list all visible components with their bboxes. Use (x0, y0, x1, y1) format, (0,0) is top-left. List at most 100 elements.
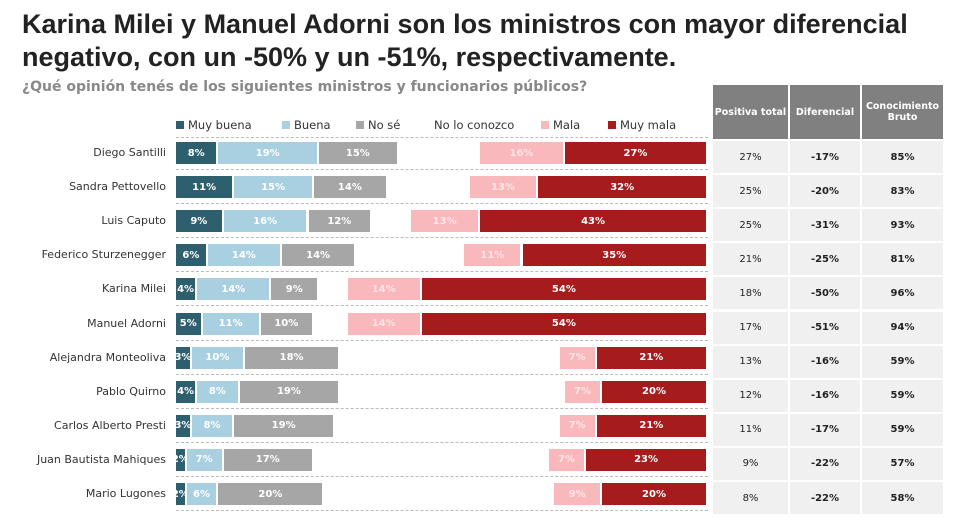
bar-muy-mala: 21% (596, 346, 708, 369)
legend-item: Buena (282, 118, 331, 132)
category-label: Luis Caputo (101, 214, 166, 228)
bar-no-sé: 14% (282, 244, 357, 267)
row-separator (176, 475, 708, 477)
legend-item: Muy mala (608, 118, 676, 132)
bar-mala: 13% (469, 176, 539, 199)
legend-label: Buena (294, 118, 331, 132)
table-cell: -51% (790, 311, 862, 344)
legend-swatch (608, 121, 616, 129)
bar-buena: 7% (186, 448, 224, 471)
table-cell: -31% (790, 209, 862, 242)
headline: Karina Milei y Manuel Adorni son los min… (22, 9, 908, 72)
table-cell: 21% (713, 243, 790, 276)
table-cell: 25% (713, 209, 790, 242)
bar-mala: 7% (564, 380, 602, 403)
category-label: Juan Bautista Mahiques (36, 452, 166, 466)
bar-no-sé: 18% (244, 346, 341, 369)
bar-buena: 19% (218, 142, 320, 164)
bar-mala: 11% (464, 244, 523, 267)
question-subtitle: ¿Qué opinión tenés de los siguientes min… (22, 79, 588, 95)
bar-buena: 14% (197, 278, 272, 301)
legend-label: Mala (553, 118, 581, 132)
bar-no-sé: 9% (271, 278, 320, 301)
table-cell: 11% (713, 413, 790, 446)
table-cell: 59% (862, 413, 945, 446)
table-header: Conocimiento Bruto (862, 85, 945, 139)
bar-buena: 8% (197, 380, 240, 403)
bar-muy-mala: 20% (602, 380, 708, 403)
bar-muy-buena: 11% (176, 176, 235, 199)
category-label: Diego Santilli (93, 146, 166, 159)
legend-swatch (176, 121, 184, 129)
table-cell: -25% (790, 243, 862, 276)
table-cell: 58% (862, 482, 945, 514)
category-label: Carlos Alberto Presti (54, 418, 166, 432)
bar-no-sé: 10% (260, 312, 314, 335)
bar-no-sé: 19% (239, 380, 341, 403)
bar-buena: 14% (207, 244, 282, 267)
bar-muy-mala: 27% (564, 142, 708, 164)
bar-buena: 8% (191, 414, 235, 437)
bar-no-sé: 17% (223, 448, 314, 471)
table-cell: -20% (790, 175, 862, 208)
table-cell: 17% (713, 311, 790, 344)
category-label: Alejandra Monteoliva (49, 350, 166, 364)
table-cell: -22% (790, 482, 862, 514)
table-cell: 9% (713, 447, 790, 480)
bar-muy-mala: 43% (480, 210, 708, 233)
category-label: Karina Milei (102, 282, 166, 296)
bar-no-sé: 15% (319, 142, 399, 164)
table-cell: -50% (790, 277, 862, 310)
table-cell: 13% (713, 345, 790, 378)
table-cell: 59% (862, 345, 945, 378)
bar-mala: 9% (554, 483, 602, 505)
table-cell: -17% (790, 141, 862, 173)
table-cell: -16% (790, 345, 862, 378)
table-cell: 59% (862, 379, 945, 412)
bar-muy-mala: 32% (538, 176, 708, 199)
table-cell: 27% (713, 141, 790, 173)
row-separator (176, 441, 708, 443)
legend-swatch (282, 121, 290, 129)
row-separator (176, 137, 708, 138)
category-label: Pablo Quirno (96, 384, 166, 398)
row-separator (176, 305, 708, 307)
legend-swatch (541, 121, 549, 129)
bar-muy-buena: 4% (176, 380, 198, 403)
legend-swatch (356, 121, 364, 129)
row-separator (176, 373, 708, 375)
row-separator (176, 407, 708, 409)
bar-muy-buena: 9% (176, 210, 224, 233)
legend-item: Mala (541, 118, 580, 132)
row-separator (176, 271, 708, 273)
legend-label: No lo conozco (434, 118, 515, 132)
bar-mala: 7% (559, 414, 597, 437)
legend-label: Muy buena (188, 118, 252, 132)
table-cell: 85% (862, 141, 945, 173)
table-cell: 57% (862, 447, 945, 480)
table-header: Positiva total (713, 85, 790, 139)
row-separator (176, 169, 708, 170)
bar-buena: 15% (234, 176, 314, 199)
bar-muy-buena: 2% (176, 448, 187, 471)
category-label: Manuel Adorni (87, 316, 166, 330)
category-label: Mario Lugones (85, 487, 166, 500)
legend-item: No lo conozco (434, 118, 514, 132)
category-label: Federico Sturzenegger (41, 248, 166, 262)
row-separator (176, 203, 708, 205)
bar-mala: 14% (347, 278, 422, 301)
bar-muy-buena: 5% (176, 312, 203, 335)
bar-buena: 11% (202, 312, 261, 335)
table-cell: 25% (713, 175, 790, 208)
bar-muy-mala: 35% (522, 244, 708, 267)
bar-buena: 10% (191, 346, 245, 369)
table-cell: 8% (713, 482, 790, 514)
row-separator (176, 237, 708, 239)
table-cell: -22% (790, 447, 862, 480)
bar-mala: 7% (559, 346, 597, 369)
table-cell: 93% (862, 209, 945, 242)
table-cell: 18% (713, 277, 790, 310)
bar-muy-buena: 3% (176, 414, 192, 437)
bar-muy-buena: 4% (176, 278, 198, 301)
bar-no-sé: 19% (234, 414, 335, 437)
